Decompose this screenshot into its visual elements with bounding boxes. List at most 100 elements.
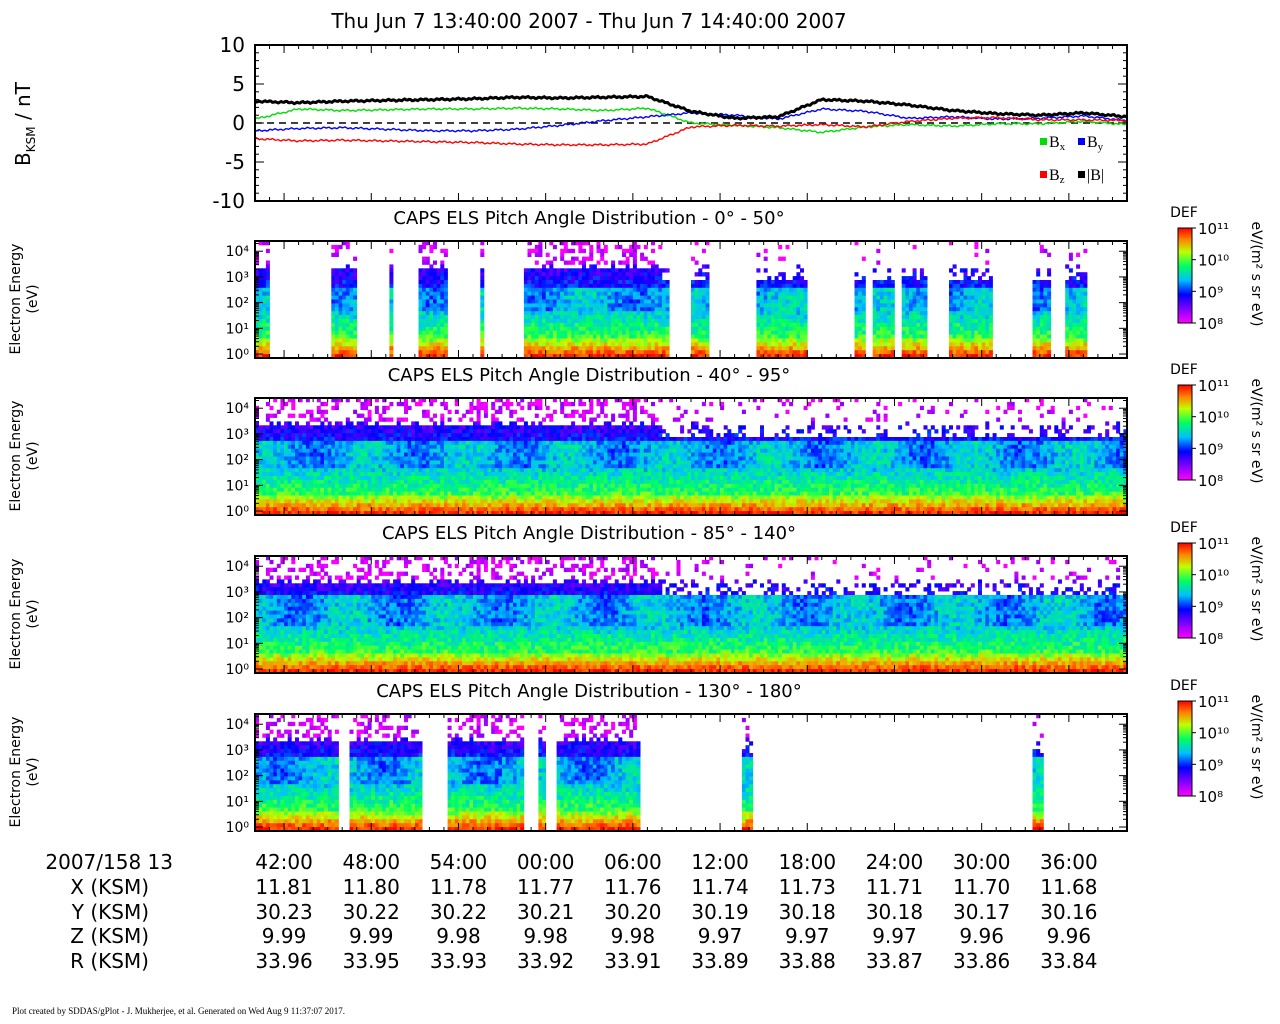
spectrogram-cell	[527, 350, 532, 355]
spectrogram-cell	[1079, 322, 1084, 328]
spectrogram-cell	[578, 295, 583, 300]
spectrogram-cell	[1047, 326, 1052, 332]
spectrogram-cell	[949, 291, 953, 296]
spectrogram-cell	[429, 503, 434, 508]
spectrogram-cell	[404, 452, 408, 457]
spectrogram-cell	[952, 303, 957, 308]
spectrogram-cell	[443, 452, 448, 457]
spectrogram-cell	[658, 338, 663, 343]
spectrogram-cell	[549, 287, 554, 293]
spectrogram-cell	[429, 507, 434, 512]
spectrogram-cell	[414, 468, 419, 473]
spectrogram-cell	[585, 268, 590, 273]
spectrogram-cell	[596, 291, 601, 296]
plot-title: Thu Jun 7 13:40:00 2007 - Thu Jun 7 14:4…	[330, 9, 846, 33]
spectrogram-cell	[451, 499, 456, 504]
spectrogram-cell	[556, 307, 561, 312]
spectrogram-cell	[691, 319, 695, 324]
spectrogram-cell	[320, 476, 325, 481]
spectrogram-cell	[563, 322, 568, 328]
spectrogram-cell	[785, 299, 790, 304]
spectrogram-cell	[291, 503, 296, 508]
spectrogram-cell	[611, 268, 616, 273]
spectrogram-cell	[574, 330, 579, 335]
spectrogram-cell	[414, 476, 419, 481]
spectrogram-cell	[800, 315, 804, 320]
spectrogram-cell	[505, 472, 510, 477]
spectrogram-cell	[331, 456, 336, 461]
spectrogram-cell	[255, 299, 259, 304]
spectrogram-cell	[433, 479, 437, 485]
spectrogram-cell	[691, 283, 695, 289]
spectrogram-cell	[451, 483, 456, 489]
spectrogram-cell	[454, 460, 459, 465]
spectrogram-cell	[302, 413, 307, 418]
spectrogram-cell	[371, 479, 376, 485]
spectrogram-cell	[436, 346, 441, 351]
spectrogram-cell	[338, 456, 343, 461]
spectrogram-cell	[629, 334, 634, 339]
spectrogram-cell	[324, 460, 328, 465]
spectrogram-cell	[622, 299, 626, 304]
spectrogram-cell	[389, 342, 394, 347]
spectrogram-cell	[476, 425, 481, 430]
spectrogram-cell	[1079, 287, 1084, 293]
spectrogram-cell	[872, 291, 877, 296]
spectrogram-cell	[625, 268, 630, 273]
spectrogram-cell	[291, 398, 296, 403]
spectrogram-cell	[1076, 354, 1081, 359]
spectrogram-cell	[701, 280, 706, 285]
spectrogram-cell	[905, 276, 910, 281]
spectrogram-cell	[316, 433, 321, 438]
spectrogram-cell	[916, 311, 921, 316]
spectrogram-cell	[269, 460, 274, 465]
spectrogram-cell	[462, 425, 467, 430]
spectrogram-cell	[560, 272, 565, 277]
spectrogram-cell	[443, 448, 448, 453]
spectrogram-cell	[349, 334, 354, 339]
spectrogram-cell	[476, 495, 481, 500]
spectrogram-cell	[1036, 287, 1041, 293]
spectrogram-cell	[418, 483, 423, 489]
spectrogram-cell	[916, 315, 921, 320]
spectrogram-cell	[542, 342, 546, 347]
spectrogram-cell	[465, 448, 470, 453]
spectrogram-cell	[1047, 303, 1052, 308]
spectrogram-cell	[578, 322, 583, 328]
spectrogram-cell	[480, 330, 485, 335]
spectrogram-cell	[473, 405, 477, 411]
spectrogram-cell	[291, 487, 296, 492]
spectrogram-cell	[643, 307, 648, 312]
spectrogram-cell	[534, 268, 539, 273]
spectrogram-cell	[600, 338, 605, 343]
spectrogram-cell	[404, 398, 408, 403]
spectrogram-cell	[483, 472, 488, 477]
spectrogram-cell	[1047, 315, 1052, 320]
spectrogram-cell	[407, 468, 412, 473]
spectrogram-cell	[622, 248, 626, 254]
spectrogram-cell	[498, 460, 503, 465]
spectrogram-cell	[425, 495, 430, 500]
spectrogram-cell	[255, 338, 259, 343]
spectrogram-cell	[396, 472, 401, 477]
spectrogram-cell	[443, 354, 448, 359]
spectrogram-cell	[280, 511, 285, 516]
spectrogram-cell	[974, 283, 979, 289]
spectrogram-cell	[425, 280, 430, 285]
spectrogram-cell	[988, 334, 993, 339]
spectrogram-cell	[280, 405, 285, 411]
spectrogram-cell	[909, 303, 913, 308]
spectrogram-cell	[923, 276, 928, 281]
spectrogram-cell	[356, 429, 361, 434]
spectrogram-cell	[498, 468, 503, 473]
spectrogram-cell	[353, 311, 358, 316]
spectrogram-cell	[364, 440, 368, 446]
spectrogram-cell	[985, 299, 990, 304]
spectrogram-cell	[887, 354, 892, 359]
spectrogram-cell	[611, 315, 616, 320]
spectrogram-cell	[632, 241, 637, 246]
spectrogram-cell	[258, 483, 263, 489]
spectrogram-cell	[356, 448, 361, 453]
spectrogram-cell	[498, 429, 503, 434]
spectrogram-cell	[585, 311, 590, 316]
